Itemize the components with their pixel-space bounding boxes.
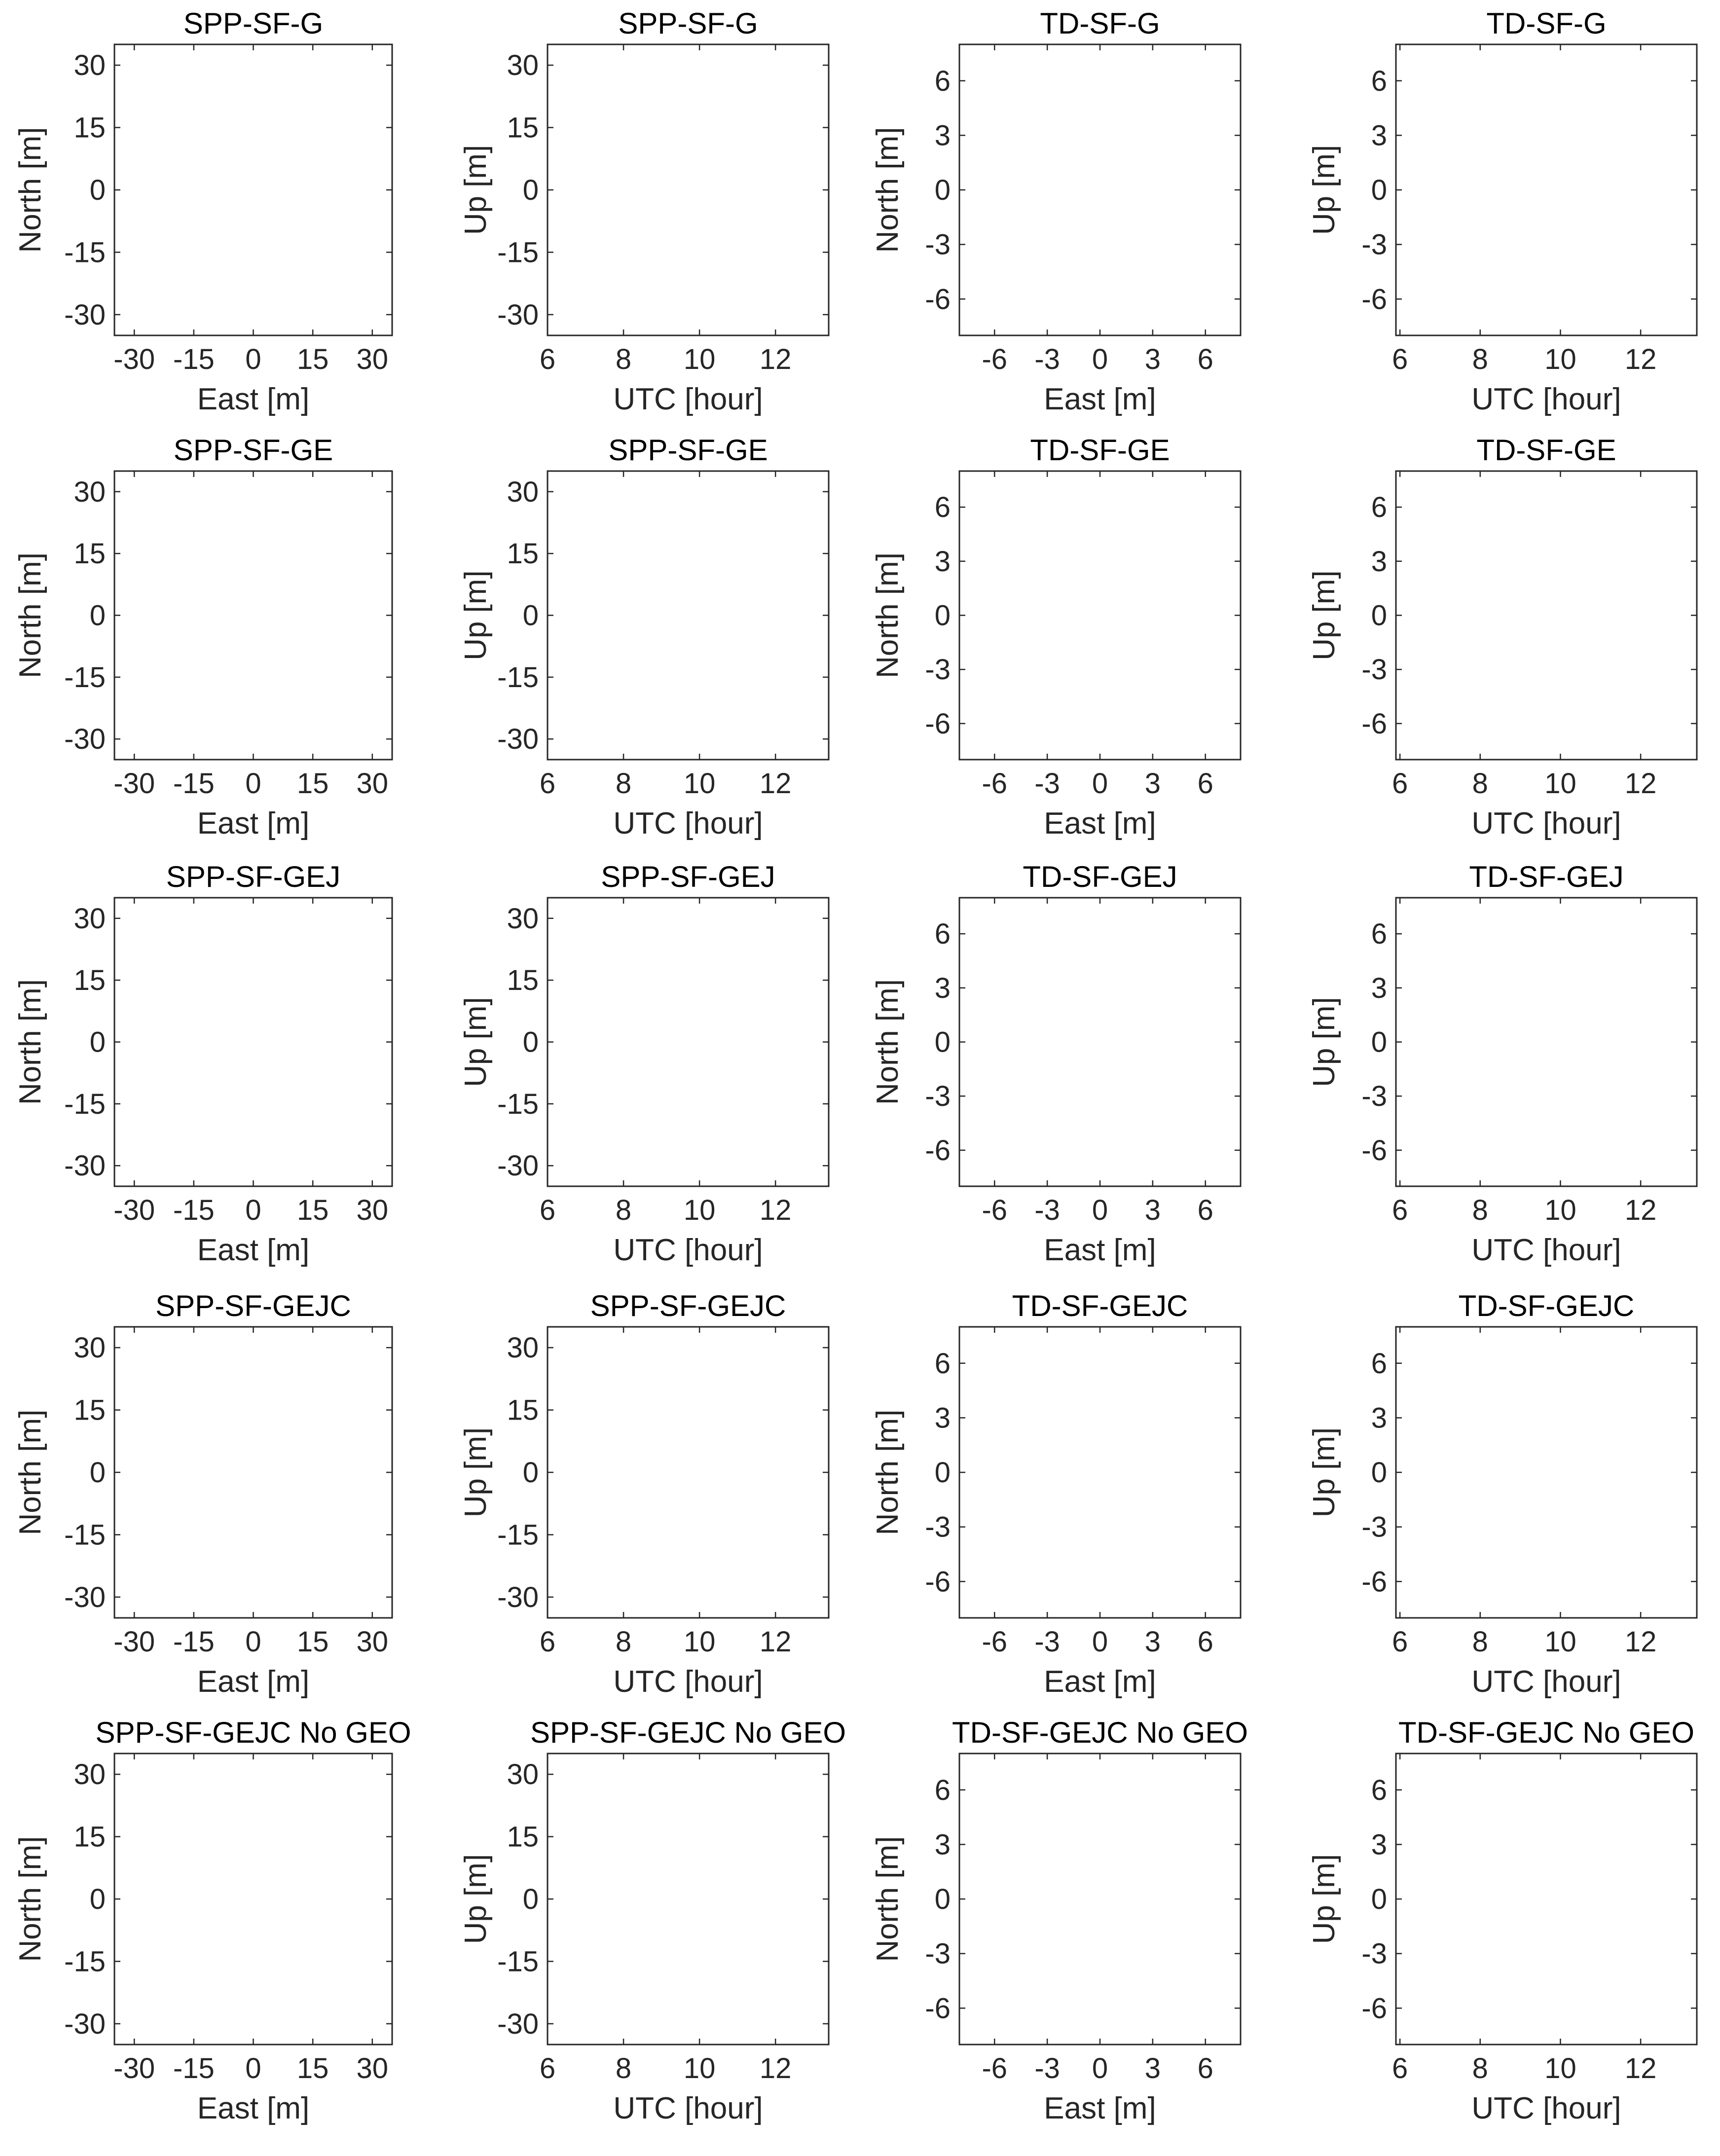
y-tick-label: -3: [925, 229, 951, 261]
x-tick-label: 15: [297, 343, 329, 375]
y-axis-label: Up [m]: [1307, 145, 1341, 235]
x-tick-label: 12: [760, 343, 792, 375]
x-axis-label: East [m]: [197, 382, 309, 416]
x-tick-label: 0: [245, 343, 261, 375]
x-tick-label: -30: [113, 343, 155, 375]
y-tick-label: 3: [1371, 119, 1387, 151]
y-tick-label: -15: [497, 236, 539, 268]
x-axis-label: East [m]: [197, 806, 309, 840]
x-tick-label: 30: [357, 343, 389, 375]
y-tick-label: 30: [73, 476, 106, 508]
y-tick-label: -30: [64, 723, 106, 755]
y-tick-label: 0: [523, 174, 539, 206]
x-tick-label: 0: [1092, 343, 1108, 375]
x-tick-label: 6: [1392, 343, 1408, 375]
y-tick-label: 6: [1371, 65, 1387, 97]
x-tick-label: 6: [540, 343, 555, 375]
chart-panel-2: 6 8 10 12 -30 -15 0 15 30 SPP-SF-G UTC [hour] Up [m…: [459, 7, 830, 416]
panel-frame: [1395, 43, 1698, 336]
x-tick-label: -15: [173, 767, 215, 800]
y-tick-label: 30: [73, 49, 106, 81]
x-axis-label: UTC [hour]: [613, 382, 763, 416]
y-tick-label: -30: [497, 299, 539, 331]
panel-title: TD-SF-G: [1486, 7, 1606, 40]
x-tick-label: 15: [297, 767, 329, 800]
y-axis-label: North [m]: [871, 127, 905, 253]
y-tick-label: 15: [73, 538, 106, 570]
y-tick-label: 6: [935, 65, 951, 97]
y-axis-label: Up [m]: [459, 145, 493, 235]
y-tick-label: -6: [925, 283, 951, 315]
panel-title: TD-SF-G: [1040, 7, 1160, 40]
x-tick-label: 10: [1544, 343, 1576, 375]
y-tick-label: 30: [507, 49, 539, 81]
x-tick-label: 0: [245, 767, 261, 800]
chart-panel-4: 6 8 10 12 -6 -3 0 3 6 TD-SF-G UTC [hour] Up [m]: [1307, 7, 1698, 416]
x-tick-label: -6: [982, 343, 1007, 375]
y-tick-label: 0: [935, 174, 951, 206]
panel-frame: [958, 43, 1242, 336]
x-tick-label: 30: [357, 767, 389, 800]
x-tick-label: 12: [1625, 343, 1657, 375]
y-tick-label: -3: [1361, 229, 1387, 261]
y-tick-label: 0: [1371, 174, 1387, 206]
x-tick-label: 3: [1145, 343, 1161, 375]
y-tick-label: 3: [935, 119, 951, 151]
y-tick-label: -30: [64, 299, 106, 331]
x-axis-label: UTC [hour]: [1471, 382, 1621, 416]
x-tick-label: -15: [173, 343, 215, 375]
panel-title: SPP-SF-G: [183, 7, 323, 40]
x-tick-label: -30: [113, 767, 155, 800]
panel-title: SPP-SF-G: [618, 7, 758, 40]
panel-frame: [547, 43, 830, 336]
x-tick-label: 6: [1198, 343, 1213, 375]
panel-frame: [113, 43, 393, 336]
x-tick-label: -3: [1034, 343, 1060, 375]
y-tick-label: 15: [73, 112, 106, 144]
y-tick-label: 15: [507, 112, 539, 144]
y-tick-label: 0: [90, 600, 106, 632]
chart-panel-3: -6 -3 0 3 6 -6 -3 0 3 6 TD-SF-G East [m] North [m]: [871, 7, 1242, 416]
x-tick-label: 8: [1472, 343, 1488, 375]
y-tick-label: -6: [1361, 283, 1387, 315]
panel-frame: [113, 470, 393, 761]
x-tick-label: 8: [616, 343, 631, 375]
y-tick-label: 0: [90, 174, 106, 206]
x-axis-label: East [m]: [1044, 382, 1156, 416]
y-tick-label: -15: [64, 236, 106, 268]
y-axis-label: North [m]: [13, 552, 47, 678]
panel-title: SPP-SF-GE: [174, 434, 333, 467]
y-axis-label: North [m]: [13, 127, 47, 253]
chart-panel-1: -30 -15 0 15 30 -30 -15 0 15 30 SPP-SF-G East [m] No…: [13, 7, 393, 416]
x-tick-label: 10: [684, 343, 716, 375]
y-tick-label: -15: [64, 661, 106, 694]
chart-panel-5: -30 -15 0 15 30 -30 -15 0 15 30 SPP-SF-GE East [m] N…: [13, 434, 393, 840]
